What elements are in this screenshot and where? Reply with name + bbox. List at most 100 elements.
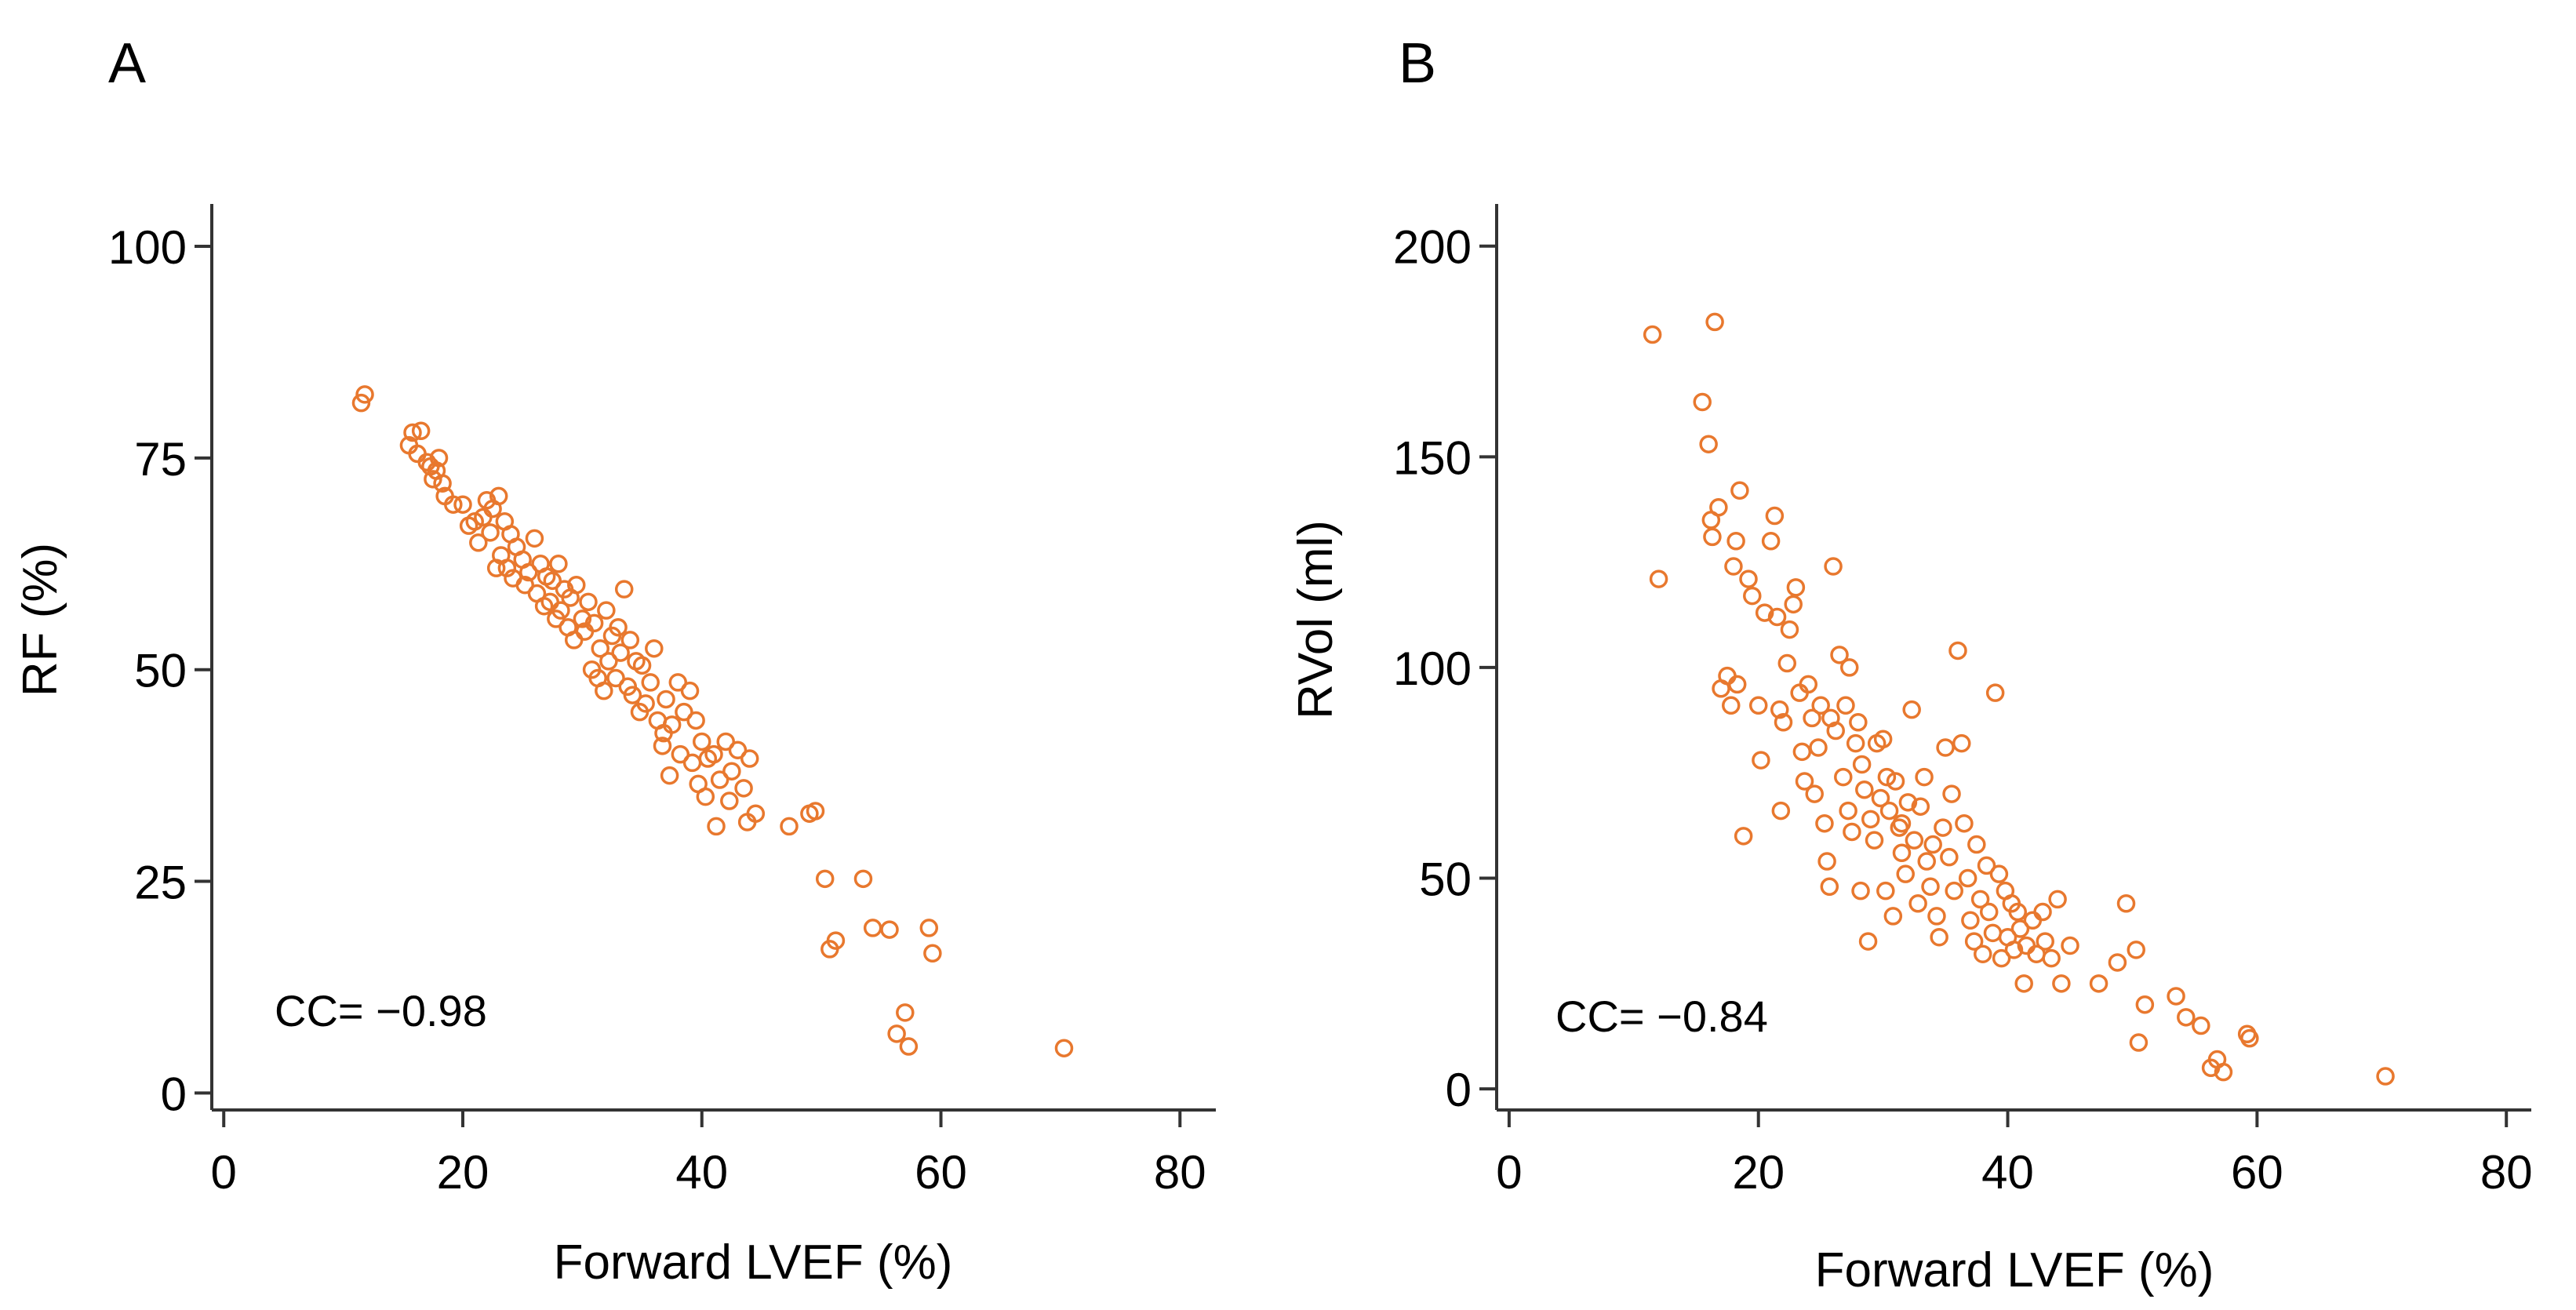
data-point bbox=[696, 787, 715, 806]
data-point bbox=[1752, 751, 1770, 770]
y-tick-label: 150 bbox=[1393, 431, 1472, 484]
panel-label-b: B bbox=[1399, 32, 1437, 95]
data-point bbox=[671, 744, 690, 764]
data-point bbox=[1879, 801, 1899, 821]
data-point bbox=[2240, 1028, 2259, 1048]
data-point bbox=[826, 931, 846, 950]
data-point bbox=[2023, 911, 2043, 930]
data-point bbox=[1799, 675, 1818, 694]
panel-a: A 0 25 50 75 100 0 20 40 60 80 Forward LVEF (%) RF … bbox=[0, 0, 1271, 1310]
data-point bbox=[1876, 881, 1895, 901]
data-point bbox=[630, 702, 649, 722]
x-tick-label: 20 bbox=[1732, 1146, 1785, 1199]
data-point bbox=[660, 766, 679, 785]
data-point bbox=[1930, 927, 1948, 947]
data-point bbox=[355, 385, 374, 404]
data-point bbox=[429, 449, 449, 468]
data-point bbox=[1852, 755, 1872, 774]
data-point bbox=[351, 393, 371, 413]
data-point bbox=[1992, 948, 2011, 968]
data-point bbox=[720, 791, 739, 810]
data-point bbox=[2376, 1067, 2395, 1086]
correlation-annotation: CC= −0.84 bbox=[1555, 992, 1768, 1041]
data-point bbox=[1915, 767, 1934, 787]
y-axis-label: RF (%) bbox=[13, 543, 67, 697]
data-point bbox=[1970, 890, 1990, 909]
y-tick-label: 50 bbox=[1419, 853, 1472, 906]
data-point bbox=[1877, 767, 1897, 787]
scatter-plot-a: 0 25 50 75 100 0 20 40 60 80 Forward LVEF (%) RF (%… bbox=[13, 204, 1216, 1290]
data-point bbox=[1905, 831, 1924, 850]
data-point bbox=[403, 423, 422, 442]
data-point bbox=[734, 779, 753, 798]
data-point bbox=[547, 610, 566, 628]
x-axis-label: Forward LVEF (%) bbox=[1815, 1243, 2214, 1297]
data-point bbox=[1693, 392, 1712, 412]
data-point bbox=[614, 580, 634, 599]
data-point bbox=[716, 732, 735, 751]
data-point bbox=[549, 555, 568, 573]
data-point bbox=[1896, 864, 1915, 883]
data-point bbox=[682, 753, 702, 773]
data-point bbox=[2192, 1016, 2210, 1035]
data-point bbox=[1824, 557, 1843, 576]
data-point bbox=[2167, 987, 2185, 1006]
data-point bbox=[469, 533, 488, 552]
data-point bbox=[2129, 1033, 2148, 1052]
data-point bbox=[543, 571, 562, 591]
x-tick-label: 40 bbox=[675, 1146, 728, 1199]
data-point bbox=[1748, 696, 1768, 715]
data-point bbox=[1836, 696, 1855, 715]
data-point bbox=[704, 744, 723, 764]
data-point bbox=[597, 601, 616, 620]
data-point bbox=[573, 610, 592, 628]
data-point bbox=[1649, 569, 1668, 588]
data-point bbox=[1855, 780, 1874, 799]
x-tick-label: 40 bbox=[1981, 1146, 2034, 1199]
data-point bbox=[1983, 923, 2003, 943]
data-point bbox=[564, 631, 584, 650]
data-point bbox=[2108, 953, 2127, 972]
data-point bbox=[1718, 666, 1737, 686]
data-point bbox=[584, 613, 604, 633]
data-point bbox=[611, 643, 630, 662]
data-point bbox=[1902, 700, 1921, 719]
data-point bbox=[2014, 974, 2033, 993]
data-point bbox=[1811, 696, 1830, 715]
data-point bbox=[1803, 708, 1821, 728]
data-point bbox=[1784, 595, 1803, 614]
data-point bbox=[632, 656, 652, 675]
data-point bbox=[740, 749, 759, 768]
data-point bbox=[728, 741, 748, 759]
data-point bbox=[481, 523, 500, 542]
y-tick-label: 100 bbox=[108, 221, 187, 274]
data-point bbox=[919, 919, 939, 937]
data-point bbox=[1724, 557, 1743, 576]
data-point bbox=[1892, 813, 1912, 833]
data-point bbox=[668, 673, 688, 692]
data-point bbox=[896, 1003, 915, 1022]
data-point bbox=[853, 869, 873, 889]
data-point bbox=[1770, 700, 1789, 719]
data-point bbox=[1846, 733, 1865, 753]
data-point bbox=[675, 702, 693, 722]
y-tick-label: 200 bbox=[1393, 221, 1472, 274]
data-point bbox=[489, 486, 508, 506]
data-point bbox=[1839, 801, 1857, 821]
data-point bbox=[2042, 948, 2061, 968]
x-tick-label: 80 bbox=[2480, 1146, 2533, 1199]
data-point bbox=[525, 529, 544, 548]
data-point bbox=[653, 737, 672, 755]
data-point bbox=[2214, 1062, 2233, 1082]
data-point bbox=[1974, 944, 1992, 963]
data-point bbox=[1730, 481, 1749, 500]
data-point bbox=[1858, 932, 1878, 951]
data-point bbox=[1786, 578, 1806, 597]
scatter-plot-b: 0 50 100 150 200 0 20 40 60 80 Forward LVEF (%) RVo… bbox=[1289, 204, 2533, 1297]
data-point bbox=[1761, 532, 1781, 551]
data-point bbox=[1774, 713, 1793, 732]
data-point bbox=[641, 673, 660, 692]
data-point bbox=[1892, 843, 1912, 863]
data-point bbox=[1985, 683, 2005, 702]
data-point bbox=[780, 817, 799, 836]
